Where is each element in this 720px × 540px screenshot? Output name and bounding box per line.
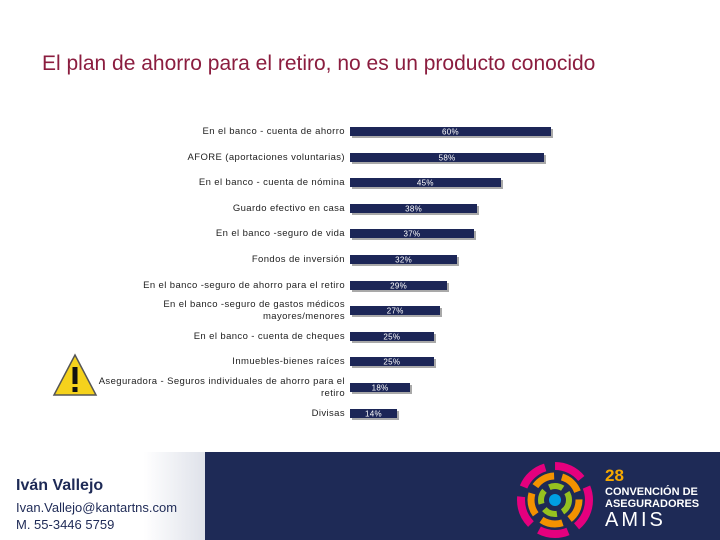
bar bbox=[350, 255, 458, 264]
value-label: 18% bbox=[371, 383, 389, 393]
contact-name: Iván Vallejo bbox=[16, 477, 104, 494]
bar bbox=[350, 229, 474, 239]
value-label: 45% bbox=[416, 178, 434, 188]
category-label: Aseguradora - Seguros individuales de ah… bbox=[98, 376, 345, 399]
value-label: 25% bbox=[383, 332, 401, 342]
value-label: 32% bbox=[395, 255, 413, 265]
slide-title: El plan de ahorro para el retiro, no es … bbox=[42, 52, 596, 75]
category-label: En el banco -seguro de gastos médicos ma… bbox=[163, 299, 345, 323]
logo-text: CONVENCIÓN DE bbox=[605, 486, 698, 498]
bar bbox=[350, 203, 478, 213]
bar bbox=[350, 408, 397, 418]
value-label: 27% bbox=[386, 306, 404, 316]
category-label: Fondos de inversión bbox=[251, 254, 345, 265]
bar bbox=[350, 357, 434, 367]
category-label: En el banco - cuenta de cheques bbox=[193, 330, 345, 342]
logo-emblem bbox=[517, 462, 593, 538]
contact-card bbox=[0, 452, 205, 540]
value-label: 38% bbox=[405, 204, 423, 214]
value-label: 60% bbox=[442, 127, 459, 137]
category-label: En el banco -seguro de vida bbox=[215, 228, 345, 240]
category-label: Inmuebles-bienes raíces bbox=[232, 356, 345, 368]
contact-phone: M. 55-3446 5759 bbox=[16, 517, 115, 532]
bar bbox=[350, 280, 448, 290]
logo-text: AMIS bbox=[605, 509, 666, 531]
category-label: Divisas bbox=[311, 407, 345, 419]
value-label: 37% bbox=[403, 229, 421, 239]
contact-email: Ivan.Vallejo@kantartns.com bbox=[16, 500, 178, 515]
value-label: 29% bbox=[390, 281, 408, 291]
category-label: AFORE (aportaciones voluntarias) bbox=[187, 151, 345, 163]
bar bbox=[350, 178, 501, 188]
value-label: 25% bbox=[383, 357, 401, 367]
category-label: En el banco - cuenta de ahorro bbox=[202, 126, 345, 137]
category-label: Guardo efectivo en casa bbox=[232, 202, 345, 214]
value-label: 14% bbox=[364, 409, 382, 419]
bar bbox=[350, 127, 551, 136]
value-label: 58% bbox=[438, 153, 456, 163]
category-label: En el banco -seguro de ahorro para el re… bbox=[143, 279, 345, 291]
bar bbox=[350, 383, 411, 392]
logo-text: ASEGURADORES bbox=[605, 498, 700, 510]
warning-icon bbox=[52, 353, 98, 396]
bar bbox=[350, 306, 441, 316]
logo-number: 28 bbox=[605, 466, 624, 485]
category-label: En el banco - cuenta de nómina bbox=[198, 177, 345, 189]
bar bbox=[350, 331, 434, 341]
bar bbox=[350, 152, 545, 162]
